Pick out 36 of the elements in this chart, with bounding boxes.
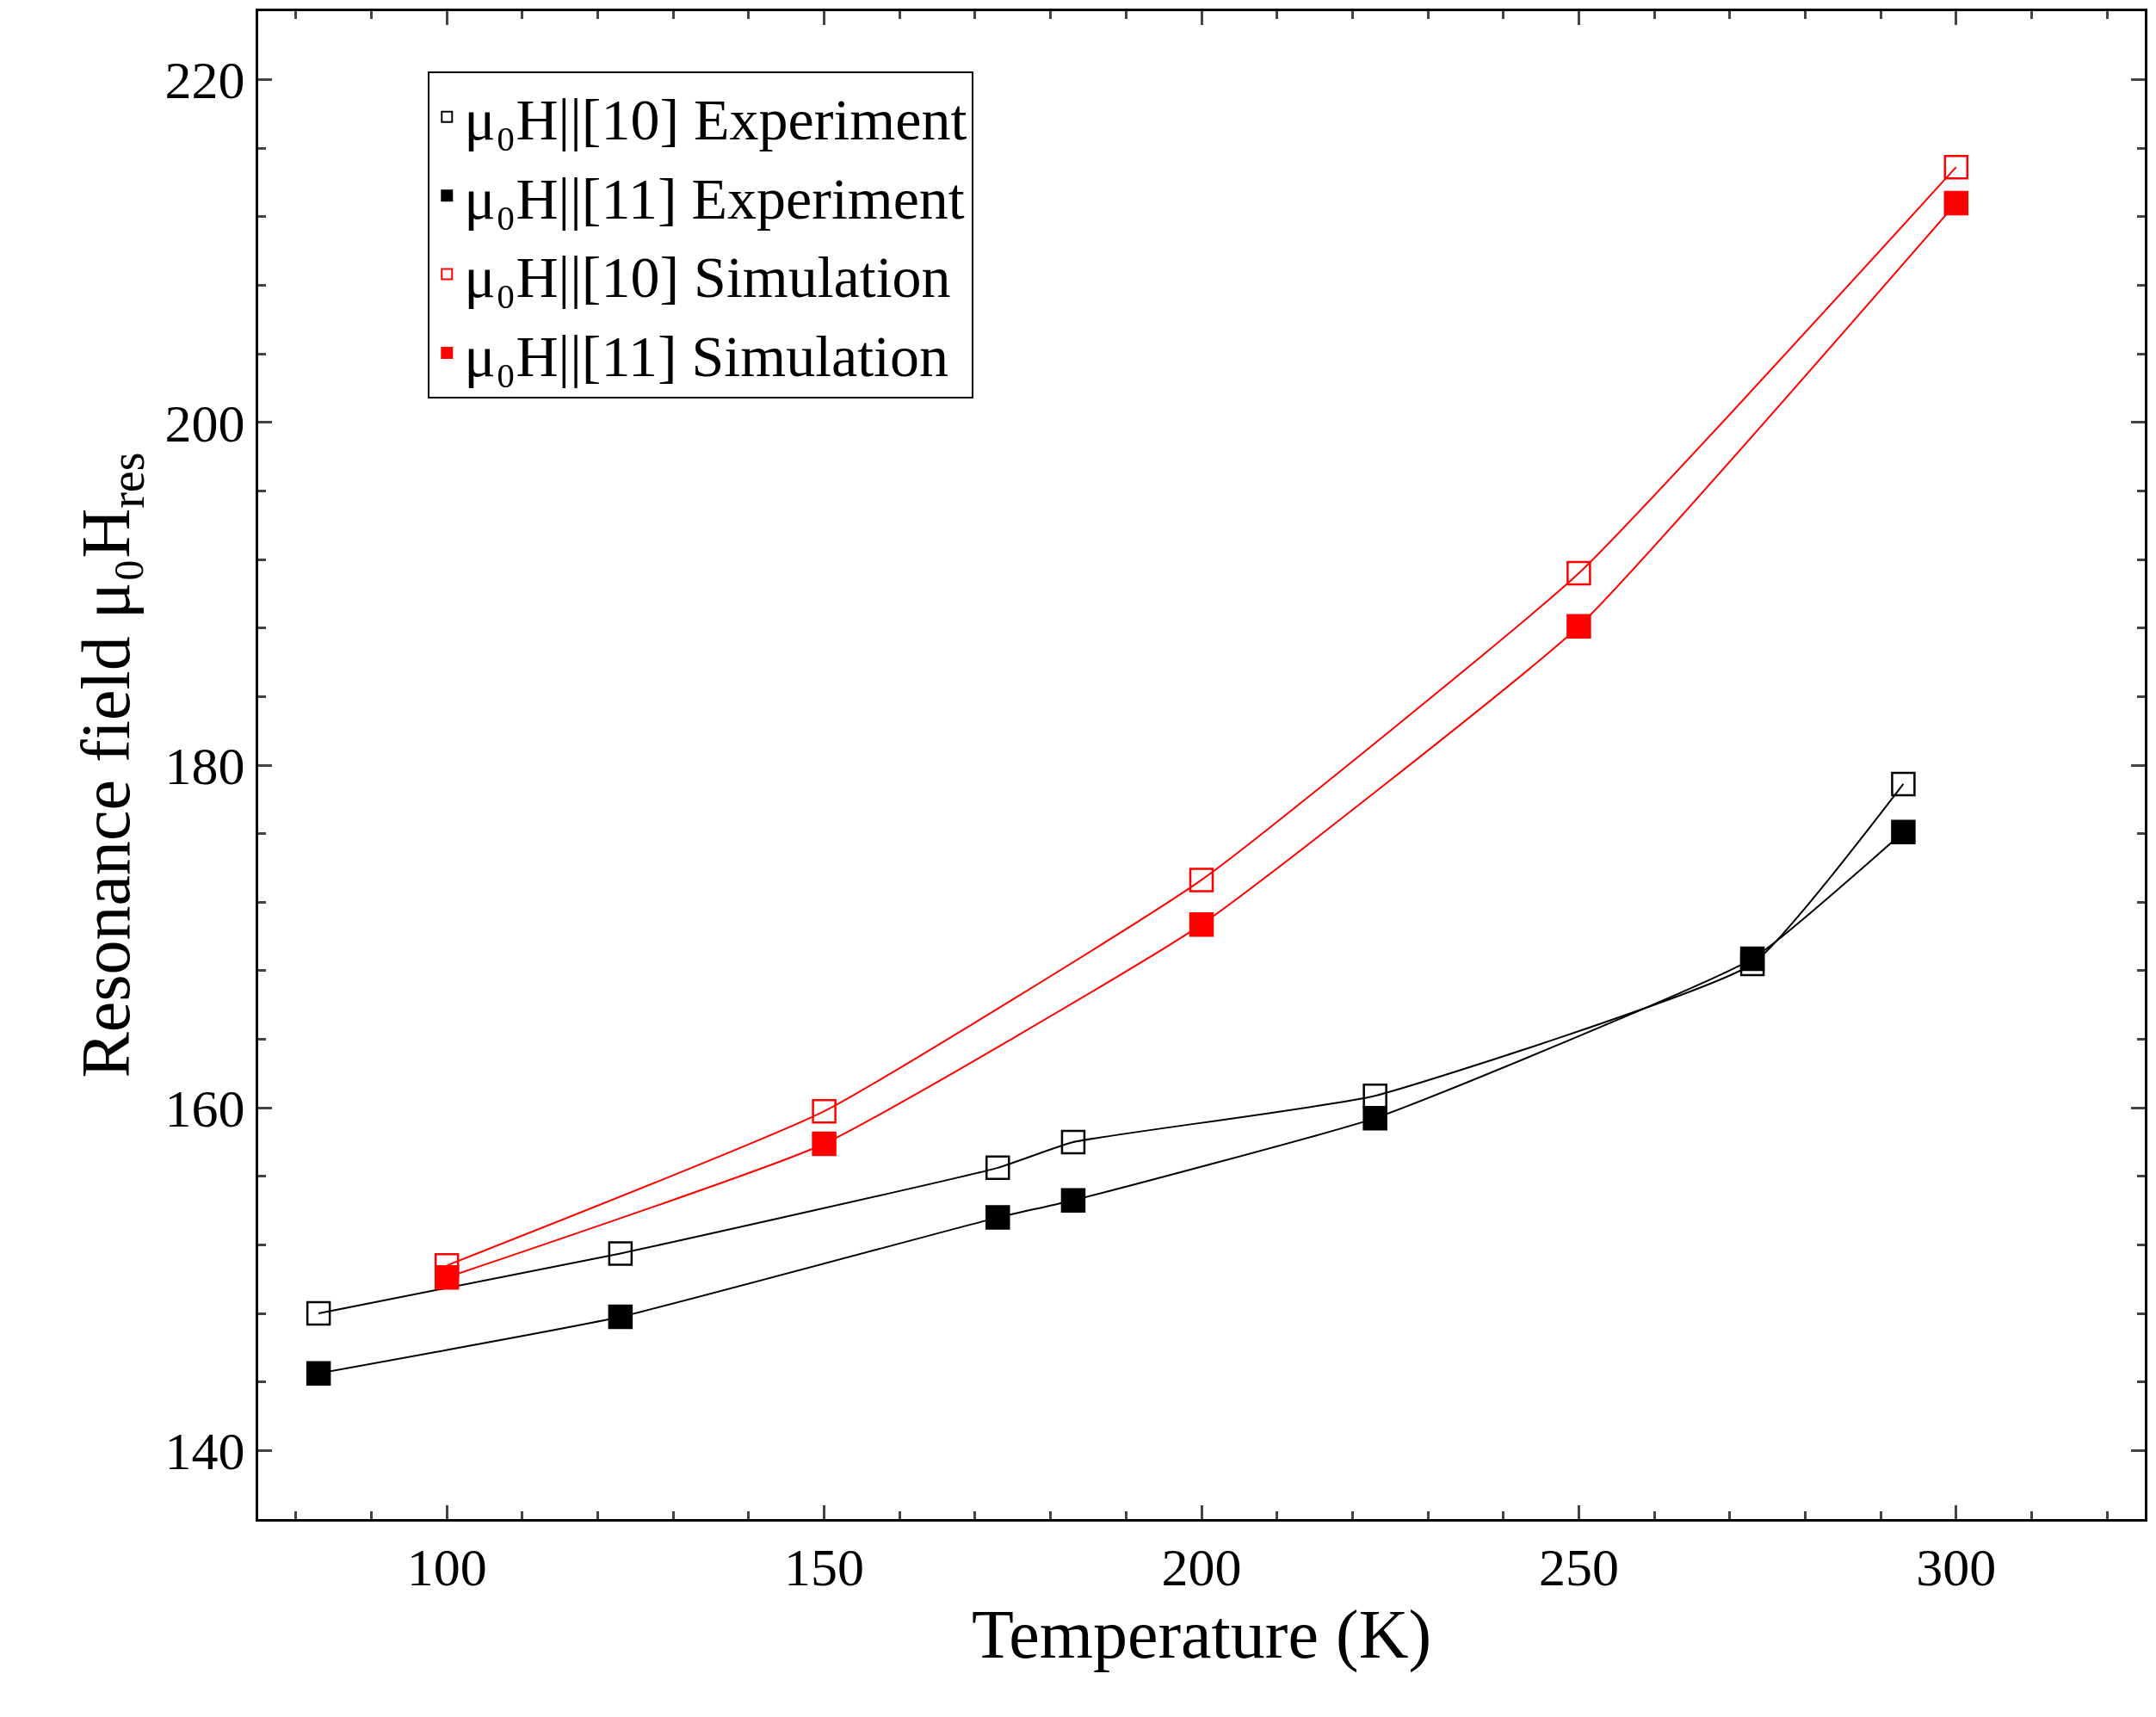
y-tick-label: 200 bbox=[164, 393, 245, 453]
point bbox=[1891, 771, 1916, 797]
point bbox=[985, 1205, 1010, 1230]
point bbox=[1566, 560, 1591, 586]
y-tick-label: 180 bbox=[164, 736, 245, 795]
point bbox=[1891, 819, 1916, 844]
point bbox=[1189, 868, 1214, 892]
point bbox=[306, 1361, 331, 1387]
legend-label: μ₀H||[11] Simulation bbox=[464, 323, 949, 389]
x-tick-label: 300 bbox=[1916, 1538, 1997, 1597]
legend-label: μ₀H||[11] Experiment bbox=[464, 165, 965, 232]
y-tick-label: 220 bbox=[164, 51, 245, 110]
point bbox=[306, 1300, 331, 1326]
point bbox=[434, 1265, 460, 1290]
point bbox=[608, 1241, 633, 1266]
point bbox=[1362, 1105, 1387, 1131]
x-tick-label: 150 bbox=[784, 1538, 865, 1597]
point bbox=[608, 1304, 633, 1330]
x-axis-title: Temperature (K) bbox=[971, 1597, 1432, 1674]
legend-label: μ₀H||[10] Experiment bbox=[464, 87, 967, 153]
point bbox=[985, 1155, 1010, 1181]
point bbox=[812, 1131, 837, 1157]
x-tick-label: 200 bbox=[1161, 1538, 1242, 1597]
point bbox=[1566, 614, 1591, 639]
legend-label: μ₀H||[10] Simulation bbox=[464, 244, 951, 311]
point bbox=[1060, 1129, 1086, 1155]
point bbox=[812, 1098, 837, 1124]
y-tick-label: 160 bbox=[164, 1078, 245, 1138]
point bbox=[1739, 946, 1765, 972]
point bbox=[1943, 154, 1969, 180]
point bbox=[1943, 190, 1969, 216]
y-tick-label: 140 bbox=[164, 1422, 245, 1481]
x-tick-label: 100 bbox=[406, 1538, 487, 1597]
point bbox=[1060, 1188, 1086, 1213]
point bbox=[1189, 911, 1214, 937]
x-tick-label: 250 bbox=[1538, 1538, 1619, 1597]
